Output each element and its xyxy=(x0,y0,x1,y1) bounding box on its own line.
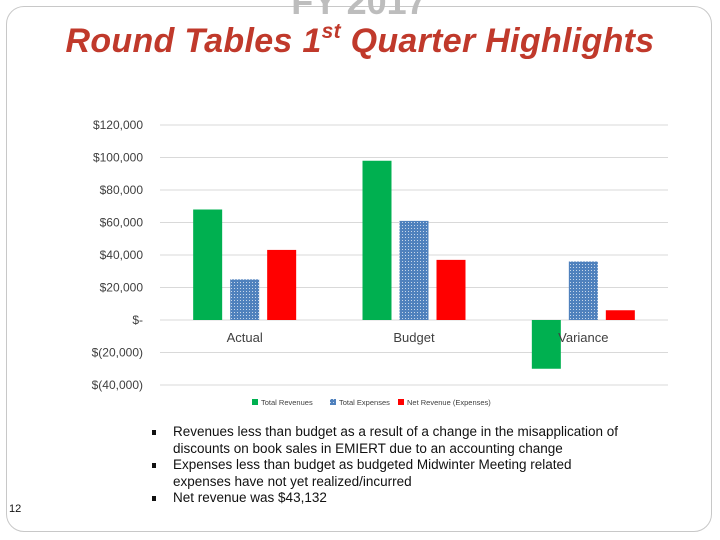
y-tick-label: $60,000 xyxy=(100,216,144,230)
slide-frame: FY 2017 xyxy=(6,0,712,532)
legend-swatch xyxy=(330,399,336,405)
x-category-label: Variance xyxy=(558,330,608,345)
legend-label: Net Revenue (Expenses) xyxy=(407,398,491,407)
bar-total-expenses xyxy=(568,261,598,320)
bar-total-expenses xyxy=(230,279,260,320)
y-tick-label: $40,000 xyxy=(100,248,144,262)
bar-total-revenues xyxy=(362,160,392,320)
y-tick-label: $20,000 xyxy=(100,281,144,295)
bar-net-revenue-expenses- xyxy=(436,259,466,320)
x-category-label: Actual xyxy=(227,330,263,345)
page-number: 12 xyxy=(9,503,22,515)
bar-total-revenues xyxy=(193,209,223,320)
y-tick-label: $- xyxy=(132,313,143,327)
bullet-item: Expenses less than budget as budgeted Mi… xyxy=(150,457,620,490)
title-text-end: Quarter Highlights xyxy=(340,22,655,60)
bar-total-expenses xyxy=(399,220,429,320)
bar-total-revenues xyxy=(531,320,561,369)
y-tick-label: $120,000 xyxy=(93,118,143,132)
y-tick-label: $(20,000) xyxy=(92,346,143,360)
y-tick-label: $100,000 xyxy=(93,151,143,165)
bullet-item: Revenues less than budget as a result of… xyxy=(150,424,620,457)
x-category-label: Budget xyxy=(393,330,435,345)
legend-label: Total Expenses xyxy=(339,398,390,407)
bar-net-revenue-expenses- xyxy=(605,310,635,320)
legend-label: Total Revenues xyxy=(261,398,313,407)
slide-title: Round Tables 1st Quarter Highlights xyxy=(0,20,720,61)
slide-top-title: FY 2017 xyxy=(291,0,427,22)
legend-swatch xyxy=(398,399,404,405)
bullet-list: Revenues less than budget as a result of… xyxy=(150,424,620,507)
legend-swatch xyxy=(252,399,258,405)
title-superscript: st xyxy=(321,20,341,43)
bar-chart: $120,000 $100,000 $80,000 $60,000 $40,000 $20… xyxy=(92,118,668,407)
y-tick-label: $80,000 xyxy=(100,183,144,197)
bullet-item: Net revenue was $43,132 xyxy=(150,490,620,507)
bar-net-revenue-expenses- xyxy=(267,249,297,320)
y-tick-label: $(40,000) xyxy=(92,378,143,392)
title-text: Round Tables 1 xyxy=(65,22,322,60)
